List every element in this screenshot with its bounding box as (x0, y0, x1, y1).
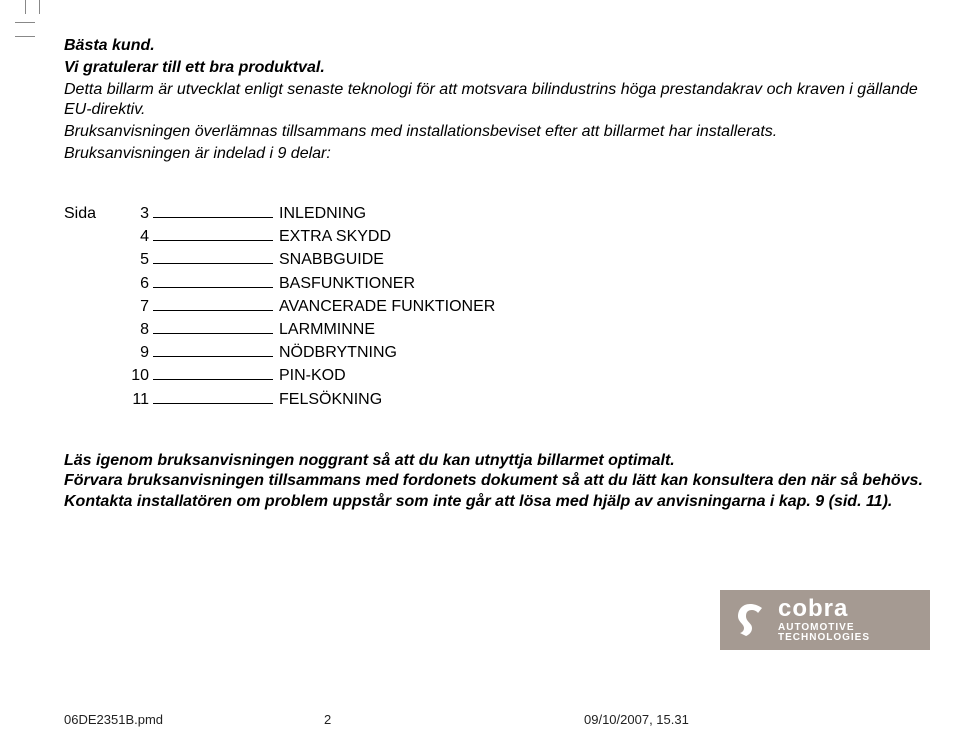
footer: 06DE2351B.pmd 2 09/10/2007, 15.31 (64, 712, 930, 727)
toc-row: 10 PIN-KOD (64, 364, 930, 387)
toc-row: 5 SNABBGUIDE (64, 248, 930, 271)
toc-num: 8 (119, 318, 149, 341)
toc-row: 4 EXTRA SKYDD (64, 225, 930, 248)
toc-row: 7 AVANCERADE FUNKTIONER (64, 295, 930, 318)
toc-underline (153, 287, 273, 288)
toc-title: NÖDBRYTNING (279, 341, 397, 364)
intro-line-1: Bästa kund. (64, 36, 930, 56)
intro-line-2: Vi gratulerar till ett bra produktval. (64, 58, 930, 78)
toc-num: 7 (119, 295, 149, 318)
toc-underline (153, 333, 273, 334)
toc-leader: Sida (64, 202, 119, 225)
crop-marks (15, 0, 55, 44)
toc-num: 9 (119, 341, 149, 364)
toc-num: 5 (119, 248, 149, 271)
toc-row: 9 NÖDBRYTNING (64, 341, 930, 364)
toc-underline (153, 217, 273, 218)
notes-block: Läs igenom bruksanvisningen noggrant så … (64, 451, 930, 513)
toc-underline (153, 403, 273, 404)
note-3: Kontakta installatören om problem uppstå… (64, 492, 930, 513)
toc-row: 8 LARMMINNE (64, 318, 930, 341)
footer-filename: 06DE2351B.pmd (64, 712, 324, 727)
toc-title: BASFUNKTIONER (279, 272, 415, 295)
toc-underline (153, 240, 273, 241)
intro-line-4: Bruksanvisningen överlämnas tillsammans … (64, 122, 930, 142)
toc-underline (153, 379, 273, 380)
toc-title: AVANCERADE FUNKTIONER (279, 295, 495, 318)
toc-num: 10 (119, 364, 149, 387)
intro-block: Bästa kund. Vi gratulerar till ett bra p… (64, 36, 930, 164)
note-1: Läs igenom bruksanvisningen noggrant så … (64, 451, 930, 472)
toc-underline (153, 310, 273, 311)
toc-underline (153, 263, 273, 264)
note-2: Förvara bruksanvisningen tillsammans med… (64, 471, 930, 492)
toc-num: 3 (119, 202, 149, 225)
brand-logo: cobra AUTOMOTIVE TECHNOLOGIES (720, 590, 930, 650)
toc-title: SNABBGUIDE (279, 248, 384, 271)
toc-underline (153, 356, 273, 357)
intro-line-5: Bruksanvisningen är indelad i 9 delar: (64, 144, 930, 164)
toc-num: 11 (119, 388, 149, 411)
brand-name: cobra (778, 597, 870, 621)
toc-num: 4 (119, 225, 149, 248)
toc-title: EXTRA SKYDD (279, 225, 391, 248)
footer-timestamp: 09/10/2007, 15.31 (584, 712, 930, 727)
toc-title: FELSÖKNING (279, 388, 382, 411)
page-body: Bästa kund. Vi gratulerar till ett bra p… (64, 36, 930, 513)
toc-row: Sida 3 INLEDNING (64, 202, 930, 225)
toc-title: PIN-KOD (279, 364, 346, 387)
toc-title: LARMMINNE (279, 318, 375, 341)
footer-page-num: 2 (324, 712, 584, 727)
toc: Sida 3 INLEDNING 4 EXTRA SKYDD 5 SNABBGU… (64, 202, 930, 411)
toc-row: 6 BASFUNKTIONER (64, 272, 930, 295)
brand-sub-2: TECHNOLOGIES (778, 633, 870, 643)
toc-row: 11 FELSÖKNING (64, 388, 930, 411)
toc-num: 6 (119, 272, 149, 295)
cobra-icon (730, 600, 770, 640)
toc-title: INLEDNING (279, 202, 366, 225)
intro-line-3: Detta billarm är utvecklat enligt senast… (64, 80, 930, 120)
